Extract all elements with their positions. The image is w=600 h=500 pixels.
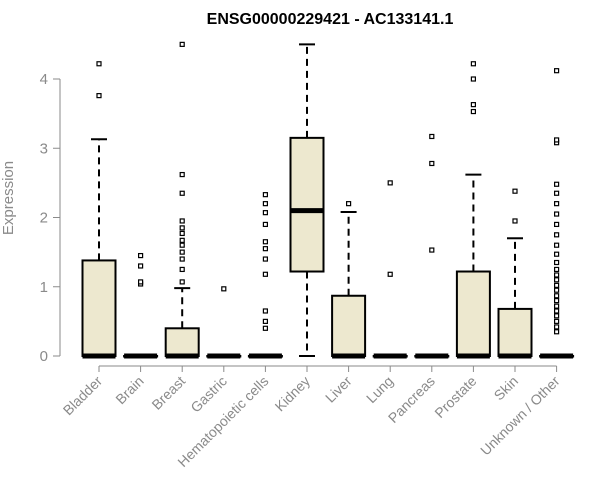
outlier-breast-2 [179,256,185,262]
y-tick-label-2: 2 [40,210,48,227]
outlier-hematopoietic-cells-4 [262,256,268,262]
x-tick-label-1: Brain [112,373,146,407]
x-tick-label-10: Skin [491,373,522,404]
outlier-hematopoietic-cells-2 [262,308,268,314]
x-tick-label-9: Prostate [431,373,479,421]
outlier-pancreas-2 [429,133,435,140]
x-tick-label-7: Lung [363,373,396,406]
outlier-skin-1 [512,188,518,194]
outlier-unknown-other-18 [553,211,560,217]
outlier-hematopoietic-cells-3 [262,271,268,277]
outlier-unknown-other-5 [553,303,560,309]
outlier-unknown-other-12 [553,266,560,273]
outlier-breast-5 [179,237,185,243]
box-prostate [455,270,491,358]
x-tick-label-6: Liver [322,373,355,406]
outlier-hematopoietic-cells-1 [262,318,268,324]
outlier-unknown-other-2 [553,318,560,324]
outlier-unknown-other-7 [553,293,560,299]
outlier-brain-2 [138,263,144,269]
outlier-unknown-other-9 [553,282,560,288]
y-axis-label: Expression [0,161,17,235]
x-tick-label-2: Breast [148,373,188,413]
y-tick-label-4: 4 [40,71,48,88]
outlier-hematopoietic-cells-6 [262,239,268,245]
outlier-unknown-other-0 [553,329,560,335]
x-tick-label-0: Bladder [60,373,106,419]
outlier-prostate-2 [470,76,476,82]
outlier-gastric-0 [221,286,227,292]
outlier-hematopoietic-cells-10 [262,192,268,198]
outlier-lung-1 [387,180,393,186]
outlier-breast-4 [179,242,185,248]
x-tick-label-11: Unknown / Other [477,373,563,459]
outlier-brain-3 [138,252,144,259]
outlier-breast-9 [179,190,185,196]
outlier-breast-1 [179,266,185,273]
y-tick-label-1: 1 [40,279,48,296]
outlier-lung-0 [387,271,393,277]
outlier-unknown-other-19 [553,201,560,207]
outlier-bladder-1 [96,61,102,67]
outlier-unknown-other-21 [553,181,560,187]
outlier-unknown-other-24 [553,68,560,74]
outlier-pancreas-0 [429,247,435,253]
box-liver [331,294,367,358]
outlier-prostate-3 [470,61,476,67]
box-kidney [289,136,325,273]
chart-title: ENSG00000229421 - AC133141.1 [207,11,454,28]
y-tick-label-0: 0 [40,348,48,365]
outlier-breast-0 [179,279,185,285]
outlier-bladder-0 [96,93,102,99]
outlier-unknown-other-14 [553,251,560,257]
outlier-unknown-other-23 [553,137,560,143]
outlier-unknown-other-11 [553,272,560,278]
outlier-unknown-other-13 [553,259,560,266]
outlier-unknown-other-16 [553,232,560,238]
outlier-hematopoietic-cells-9 [262,201,268,207]
outlier-hematopoietic-cells-0 [262,325,268,331]
outlier-hematopoietic-cells-7 [262,221,268,228]
box-skin [497,307,533,358]
outlier-breast-8 [179,218,185,224]
outlier-breast-10 [179,171,185,178]
box-breast [164,327,200,357]
outlier-breast-7 [179,225,185,231]
outlier-unknown-other-4 [553,308,560,314]
outlier-breast-11 [179,41,185,47]
outlier-unknown-other-1 [553,324,560,330]
x-tick-label-5: Kidney [272,373,314,415]
outlier-pancreas-1 [429,160,435,167]
outlier-unknown-other-6 [553,298,560,304]
outlier-unknown-other-17 [553,221,560,228]
outlier-unknown-other-10 [553,277,560,283]
outlier-unknown-other-20 [553,190,560,196]
outlier-liver-0 [346,201,352,207]
outlier-prostate-1 [470,102,476,108]
outlier-unknown-other-15 [553,242,560,248]
outlier-hematopoietic-cells-5 [262,246,268,252]
y-tick-label-3: 3 [40,140,48,157]
outlier-breast-3 [179,249,185,255]
outlier-hematopoietic-cells-8 [262,210,268,216]
box-bladder [81,259,117,357]
outlier-brain-1 [138,279,144,285]
outlier-breast-6 [179,230,185,237]
outlier-skin-0 [512,218,518,224]
outlier-unknown-other-3 [553,313,560,319]
outlier-prostate-0 [470,108,476,115]
outlier-unknown-other-8 [553,287,560,293]
